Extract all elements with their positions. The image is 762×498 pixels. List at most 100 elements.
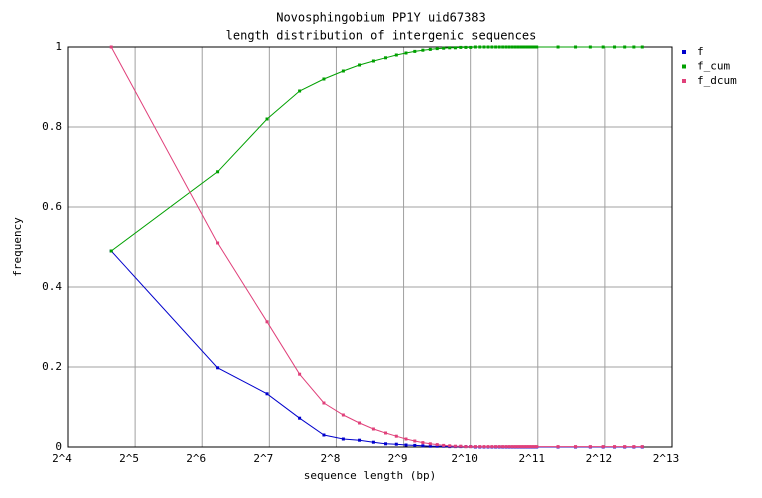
legend-marker: [682, 50, 686, 54]
point: [640, 445, 644, 449]
y-tick-label: 0.8: [42, 120, 62, 133]
point: [574, 45, 578, 49]
point: [459, 45, 463, 49]
point: [623, 445, 627, 449]
point: [109, 45, 113, 49]
point: [613, 45, 617, 49]
point: [216, 170, 220, 174]
point: [525, 445, 529, 449]
point: [632, 445, 636, 449]
point: [510, 45, 514, 49]
point: [640, 45, 644, 49]
point: [464, 45, 468, 49]
point: [486, 445, 490, 449]
point: [413, 49, 417, 53]
point: [574, 445, 578, 449]
x-tick-label: 2^11: [519, 452, 546, 465]
x-tick-label: 2^8: [321, 452, 341, 465]
point: [473, 445, 477, 449]
point: [341, 437, 345, 441]
y-tick-label: 0.2: [42, 360, 62, 373]
legend-label: f: [697, 45, 704, 58]
point: [265, 392, 269, 396]
legend-label: f_cum: [697, 60, 730, 73]
point: [501, 45, 505, 49]
point: [556, 445, 560, 449]
point: [464, 445, 468, 449]
point: [507, 445, 511, 449]
point: [532, 45, 536, 49]
point: [394, 442, 398, 446]
point: [532, 445, 536, 449]
point: [459, 444, 463, 448]
x-tick-label: 2^5: [119, 452, 139, 465]
point: [556, 45, 560, 49]
x-tick-label: 2^13: [653, 452, 680, 465]
point: [298, 372, 302, 376]
point: [265, 320, 269, 324]
plot-frame: [67, 46, 673, 448]
point: [623, 45, 627, 49]
point: [421, 441, 425, 445]
point: [513, 445, 517, 449]
point: [527, 445, 531, 449]
y-tick-label: 0: [55, 440, 62, 453]
point: [404, 443, 408, 447]
legend-marker: [682, 64, 686, 69]
x-tick-label: 2^10: [451, 452, 478, 465]
point: [588, 45, 592, 49]
point: [265, 117, 269, 121]
point: [516, 445, 520, 449]
point: [482, 445, 486, 449]
point: [322, 77, 326, 81]
point: [522, 445, 526, 449]
point: [535, 45, 539, 49]
point: [478, 445, 482, 449]
legend-label: f_dcum: [697, 74, 737, 87]
point: [216, 366, 220, 370]
point: [428, 47, 432, 51]
y-tick-label: 0.4: [42, 280, 62, 293]
point: [298, 89, 302, 93]
point: [413, 443, 417, 447]
point: [530, 45, 534, 49]
point: [516, 45, 520, 49]
point: [371, 59, 375, 63]
point: [513, 45, 517, 49]
point: [435, 47, 439, 51]
point: [490, 445, 494, 449]
point: [478, 45, 482, 49]
point: [435, 443, 439, 447]
x-tick-label: 2^6: [186, 452, 206, 465]
point: [519, 45, 523, 49]
point: [442, 443, 446, 447]
point: [413, 439, 417, 443]
x-tick-label: 2^12: [586, 452, 613, 465]
point: [216, 241, 220, 245]
point: [341, 69, 345, 73]
point: [504, 445, 508, 449]
point: [486, 45, 490, 49]
point: [341, 413, 345, 417]
chart-subtitle: length distribution of intergenic sequen…: [226, 29, 537, 43]
point: [421, 444, 425, 448]
point: [322, 401, 326, 405]
point: [519, 445, 523, 449]
point: [494, 45, 498, 49]
point: [601, 45, 605, 49]
point: [448, 46, 452, 50]
point: [384, 442, 388, 446]
point: [371, 427, 375, 431]
point: [504, 45, 508, 49]
point: [482, 45, 486, 49]
point: [428, 442, 432, 446]
point: [494, 445, 498, 449]
legend-marker: [682, 79, 686, 83]
point: [530, 445, 534, 449]
point: [588, 445, 592, 449]
point: [421, 48, 425, 52]
x-tick-label: 2^7: [253, 452, 273, 465]
point: [404, 51, 408, 55]
point: [525, 45, 529, 49]
